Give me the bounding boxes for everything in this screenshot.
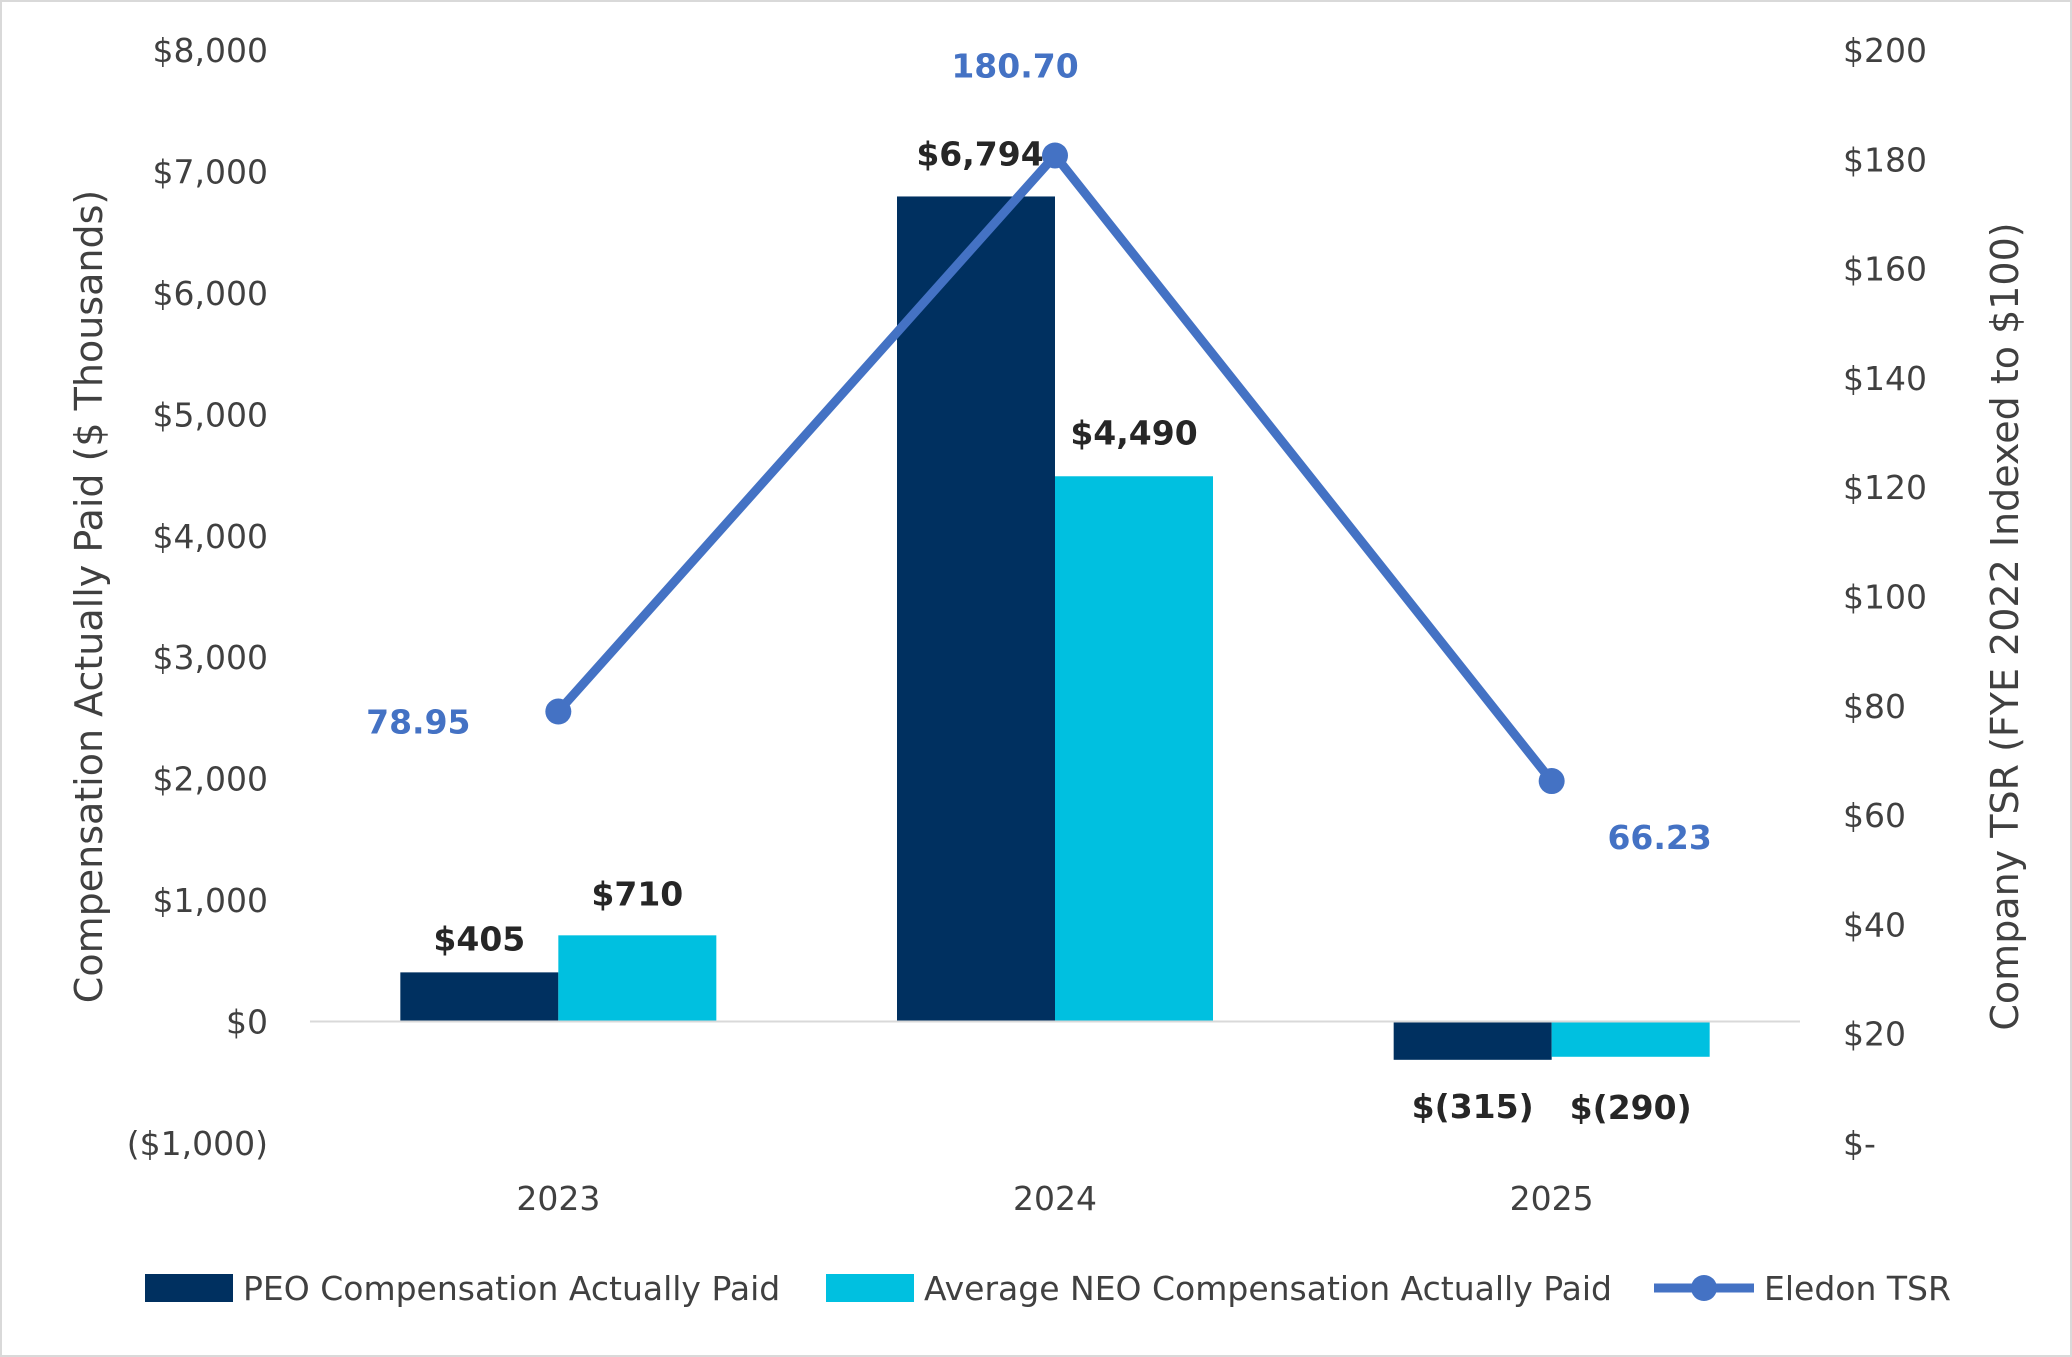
legend: PEO Compensation Actually Paid Average NE… xyxy=(145,1269,1951,1308)
left-axis-tick: $3,000 xyxy=(153,638,268,677)
left-axis-tick: $6,000 xyxy=(153,274,268,313)
tsr-point-2025 xyxy=(1538,768,1565,795)
right-axis-tick: $120 xyxy=(1843,468,1927,507)
x-axis-tick-2023: 2023 xyxy=(516,1179,600,1218)
left-axis-tick: $8,000 xyxy=(153,31,268,70)
peo-bar-2025 xyxy=(1393,1021,1552,1060)
peo-bar-2023 xyxy=(400,972,559,1022)
right-axis-tick: $100 xyxy=(1843,578,1927,617)
left-axis-title: Compensation Actually Paid ($ Thousands) xyxy=(67,190,111,1003)
right-axis-tick: $200 xyxy=(1843,31,1927,70)
neo-label-2025: $(290) xyxy=(1570,1088,1692,1127)
right-axis-tick: $- xyxy=(1843,1124,1876,1163)
right-axis-tick: $140 xyxy=(1843,359,1927,398)
tsr-label-2023: 78.95 xyxy=(366,703,470,742)
peo-label-2024: $6,794 xyxy=(916,134,1043,173)
left-axis-tick: $2,000 xyxy=(153,760,268,799)
right-axis-tick: $60 xyxy=(1843,796,1906,835)
data-labels-layer: $405 $6,794 $(315) $710 $4,490 $(290) 78.95 180… xyxy=(356,39,1722,1127)
legend-neo-label: Average NEO Compensation Actually Paid xyxy=(924,1269,1612,1308)
legend-peo-label: PEO Compensation Actually Paid xyxy=(243,1269,780,1308)
tsr-point-2024 xyxy=(1042,142,1068,169)
tsr-label-box-2024 xyxy=(953,39,1077,92)
tsr-label-box-2025 xyxy=(1597,811,1722,864)
tsr-label-2024: 180.70 xyxy=(951,46,1078,85)
tsr-point-2023 xyxy=(545,698,572,725)
neo-bar-2025 xyxy=(1551,1021,1710,1057)
legend-tsr-label: Eledon TSR xyxy=(1764,1269,1951,1308)
legend-tsr-swatch-marker xyxy=(1691,1275,1717,1301)
right-axis-title: Company TSR (FYE 2022 Indexed to $100) xyxy=(1983,222,2027,1030)
tsr-label-box-2023 xyxy=(356,695,481,748)
right-axis-tick: $40 xyxy=(1843,905,1906,944)
axes-layer: ($1,000) $0 $1,000 $2,000 $3,000 $4,000 $5,000… xyxy=(67,31,2027,1218)
x-axis-tick-2025: 2025 xyxy=(1510,1179,1594,1218)
tsr-line-layer xyxy=(545,142,1565,795)
bars-layer xyxy=(400,196,1710,1060)
peo-bar-2024 xyxy=(897,196,1055,1022)
legend-peo-swatch xyxy=(145,1274,233,1302)
x-axis-tick-2024: 2024 xyxy=(1013,1179,1097,1218)
right-axis-tick: $80 xyxy=(1843,687,1906,726)
left-axis-tick: $0 xyxy=(226,1003,268,1042)
right-axis-tick: $20 xyxy=(1843,1015,1906,1054)
peo-label-2025: $(315) xyxy=(1412,1087,1534,1126)
left-axis-tick: $5,000 xyxy=(153,395,268,434)
neo-bar-2023 xyxy=(558,935,717,1022)
left-axis-tick: $1,000 xyxy=(153,881,268,920)
tsr-label-2025: 66.23 xyxy=(1607,818,1711,857)
left-axis-tick: $4,000 xyxy=(153,517,268,556)
left-axis-tick: $7,000 xyxy=(153,152,268,191)
neo-bar-2024 xyxy=(1055,476,1213,1022)
right-axis-tick: $160 xyxy=(1843,250,1927,289)
neo-label-2023: $710 xyxy=(591,874,683,913)
legend-neo-swatch xyxy=(826,1274,914,1302)
left-axis-tick: ($1,000) xyxy=(127,1124,268,1163)
peo-label-2023: $405 xyxy=(433,919,525,958)
right-axis-tick: $180 xyxy=(1843,140,1927,179)
neo-label-2024: $4,490 xyxy=(1070,413,1197,452)
